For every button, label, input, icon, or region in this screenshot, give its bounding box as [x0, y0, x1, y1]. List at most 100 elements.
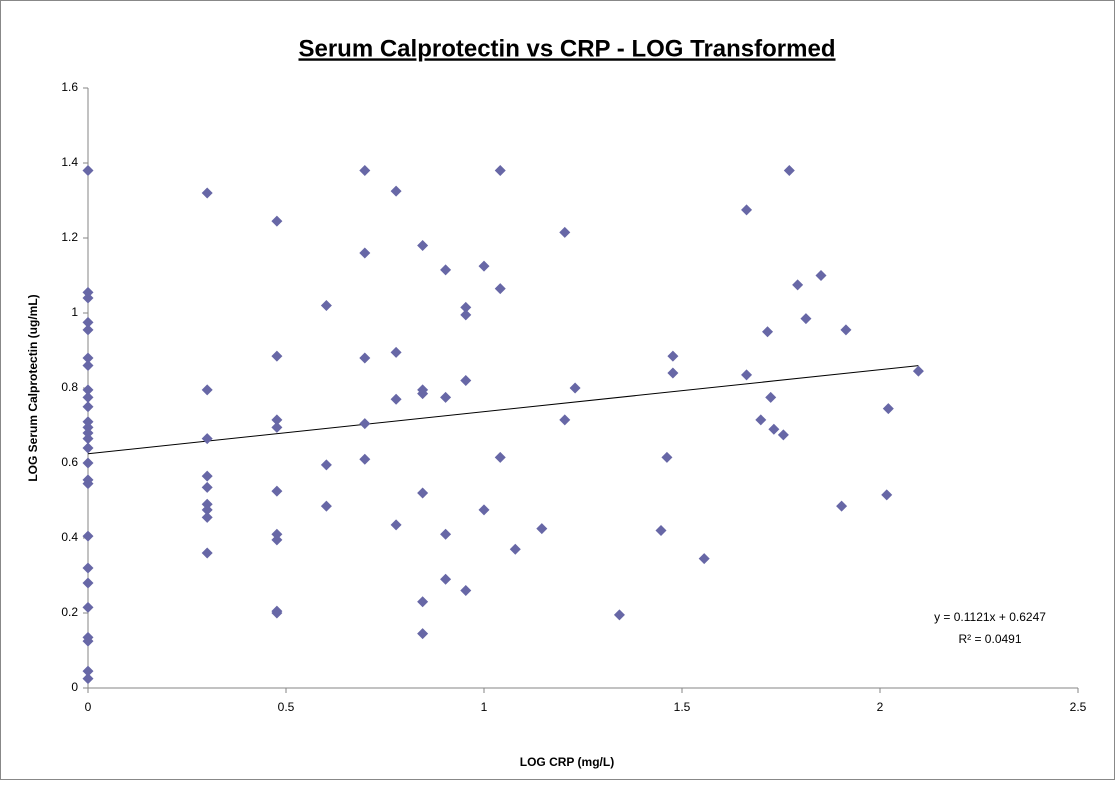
data-point [655, 525, 667, 536]
data-point [320, 459, 332, 471]
y-tick-label: 1 [71, 305, 78, 319]
data-point [440, 573, 452, 585]
data-point [741, 369, 753, 381]
data-point [667, 367, 679, 379]
data-point [82, 427, 94, 439]
data-point [912, 365, 924, 377]
data-point [359, 352, 371, 364]
data-point [82, 665, 94, 677]
data-point [417, 388, 429, 400]
data-point [741, 204, 753, 216]
data-point [320, 500, 332, 512]
trendline-equation: y = 0.1121x + 0.6247 [934, 610, 1046, 624]
data-point [494, 165, 506, 176]
data-point [82, 635, 94, 647]
data-point [82, 562, 94, 574]
data-point [82, 286, 94, 298]
data-point [271, 421, 283, 433]
trendline-r2: R² = 0.0491 [958, 632, 1021, 646]
data-point [440, 391, 452, 403]
data-point [390, 519, 402, 531]
y-tick-label: 0 [71, 680, 78, 694]
data-point [440, 528, 452, 540]
data-point [800, 313, 812, 325]
data-point [201, 470, 213, 482]
data-point [569, 382, 581, 394]
data-point [82, 442, 94, 454]
data-point [768, 423, 780, 435]
data-point [82, 165, 94, 176]
data-point [783, 165, 795, 176]
data-point [320, 300, 332, 311]
data-point [494, 451, 506, 463]
data-point [667, 350, 679, 362]
data-point [359, 247, 371, 259]
data-point [82, 457, 94, 469]
data-point [836, 500, 848, 512]
data-point [201, 433, 213, 445]
x-axis-label: LOG CRP (mg/L) [520, 755, 614, 769]
data-point [82, 360, 94, 371]
data-point [613, 609, 625, 621]
data-point [390, 346, 402, 358]
data-point [82, 577, 94, 589]
data-point [460, 375, 472, 386]
data-point [201, 504, 213, 516]
data-point [417, 240, 429, 251]
data-point [881, 489, 893, 501]
data-point [390, 185, 402, 197]
data-point [201, 498, 213, 510]
data-point [271, 485, 283, 497]
x-tick-label: 1 [481, 700, 488, 714]
data-point [882, 403, 894, 415]
data-point [460, 585, 472, 596]
data-point [82, 391, 94, 403]
data-point [559, 414, 571, 426]
data-point [478, 260, 490, 272]
y-tick-label: 1.2 [61, 230, 78, 244]
data-point [271, 528, 283, 540]
y-tick-label: 0.6 [61, 455, 78, 469]
data-point [792, 279, 804, 291]
data-point [82, 478, 94, 490]
data-point [82, 601, 94, 613]
data-point [765, 391, 777, 403]
x-tick-label: 0.5 [278, 700, 295, 714]
data-point [201, 511, 213, 523]
data-point [82, 384, 94, 396]
data-point [201, 187, 213, 199]
data-point [201, 481, 213, 493]
data-point [82, 416, 94, 428]
data-point [201, 547, 213, 559]
chart-title: Serum Calprotectin vs CRP - LOG Transfor… [298, 35, 835, 62]
x-tick-label: 0 [85, 700, 92, 714]
data-point [359, 165, 371, 176]
data-point [82, 316, 94, 328]
data-point [417, 487, 429, 499]
data-point [82, 401, 94, 413]
y-tick-label: 0.8 [61, 380, 78, 394]
data-point [460, 301, 472, 313]
y-tick-label: 1.4 [61, 155, 78, 169]
data-point [271, 607, 283, 619]
data-point [815, 270, 827, 281]
trendline [87, 365, 919, 455]
x-tick-label: 1.5 [674, 700, 691, 714]
data-point [359, 418, 371, 430]
data-point [82, 352, 94, 364]
data-point [82, 433, 94, 445]
x-tick-label: 2.5 [1070, 700, 1087, 714]
data-point [82, 324, 94, 336]
data-point [762, 326, 774, 338]
data-point [271, 534, 283, 546]
data-point [661, 451, 673, 463]
data-point [82, 530, 94, 542]
data-point [359, 453, 371, 465]
data-point [390, 393, 402, 405]
data-point [82, 673, 94, 685]
data-point [417, 628, 429, 640]
data-point [698, 553, 710, 565]
